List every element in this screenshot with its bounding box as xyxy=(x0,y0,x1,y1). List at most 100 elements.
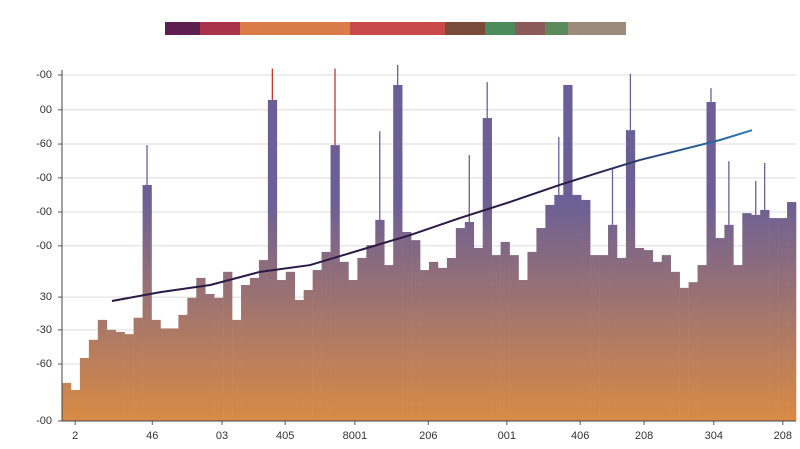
bar xyxy=(151,319,161,421)
bar xyxy=(634,247,645,421)
bar xyxy=(581,199,591,421)
bar xyxy=(473,247,484,421)
foreground: -00 -60 -30 30 -00 -00 -00 -60 00 -00 2 46 03 405 8001… xyxy=(36,22,796,442)
y-tick-label: -60 xyxy=(36,138,52,150)
palette-swatch xyxy=(200,22,240,35)
y-tick-label: -00 xyxy=(36,69,52,81)
bar xyxy=(778,218,788,421)
palette-swatch xyxy=(515,22,545,35)
bar xyxy=(554,194,564,421)
bar xyxy=(608,224,618,421)
bar xyxy=(276,280,287,421)
x-tick-label: 03 xyxy=(216,430,228,442)
palette-swatch xyxy=(445,22,485,35)
bar xyxy=(366,245,376,421)
bar xyxy=(616,257,627,421)
bar xyxy=(643,250,654,421)
x-tick-label: 405 xyxy=(276,430,294,442)
bar xyxy=(285,271,296,421)
trend-line xyxy=(111,129,753,303)
bar xyxy=(187,297,197,421)
bar xyxy=(724,224,734,421)
bar xyxy=(411,240,421,421)
y-tick-label: -00 xyxy=(36,415,52,427)
bar xyxy=(241,285,251,421)
bar xyxy=(599,255,609,421)
x-tick-label: 206 xyxy=(419,430,437,442)
bar xyxy=(124,334,134,421)
bar xyxy=(321,251,331,421)
bar xyxy=(688,282,698,421)
bar xyxy=(742,213,752,421)
bar xyxy=(715,238,725,421)
bar xyxy=(706,102,716,422)
x-tick-label: 208 xyxy=(635,430,653,442)
bar xyxy=(393,84,403,421)
y-tick-label: 00 xyxy=(40,104,52,116)
bar xyxy=(142,184,152,421)
bar xyxy=(697,265,707,421)
x-tick-label: 2 xyxy=(72,430,78,442)
bar xyxy=(160,328,170,421)
bar xyxy=(563,84,573,421)
bar xyxy=(62,382,72,421)
y-tick-label: -00 xyxy=(36,206,52,218)
bar xyxy=(509,255,519,421)
palette-swatch xyxy=(240,22,350,35)
bar xyxy=(446,257,457,421)
bar xyxy=(751,214,761,421)
bar xyxy=(527,251,537,421)
bar xyxy=(518,280,528,421)
bar xyxy=(733,265,743,421)
bar xyxy=(769,218,779,421)
bar xyxy=(133,317,143,421)
bar xyxy=(464,221,475,421)
palette-swatch xyxy=(350,22,445,35)
bar xyxy=(205,293,215,421)
palette-swatch xyxy=(545,22,568,35)
bar xyxy=(97,319,108,421)
bar xyxy=(348,280,358,421)
bar xyxy=(652,261,663,421)
bar xyxy=(106,329,117,421)
bar xyxy=(88,339,99,421)
bar xyxy=(491,255,501,421)
bar xyxy=(70,390,81,421)
bar xyxy=(196,277,206,421)
x-tick-label: 8001 xyxy=(343,430,367,442)
bars xyxy=(62,65,797,422)
bar xyxy=(79,357,90,421)
palette-swatch xyxy=(165,22,200,35)
bar xyxy=(670,271,680,421)
bar xyxy=(249,277,260,421)
bar xyxy=(375,219,385,421)
bar xyxy=(303,289,313,421)
bar xyxy=(258,260,269,421)
y-tick-label: -00 xyxy=(36,172,52,184)
x-tick-label: 208 xyxy=(774,430,792,442)
bar xyxy=(787,202,797,421)
bar xyxy=(357,257,367,421)
palette-swatch xyxy=(568,22,626,35)
x-tick-label: 406 xyxy=(571,430,589,442)
bar xyxy=(384,265,394,421)
x-tick-label: 001 xyxy=(498,430,516,442)
bar xyxy=(169,328,179,421)
bar xyxy=(339,261,349,421)
bar xyxy=(223,271,233,421)
bar xyxy=(267,99,278,421)
palette-swatch xyxy=(485,22,515,35)
bar xyxy=(625,130,636,421)
x-tick-label: 46 xyxy=(146,430,158,442)
bar xyxy=(232,319,242,421)
y-tick-label: -60 xyxy=(36,358,52,370)
bar xyxy=(214,297,224,421)
bar xyxy=(760,209,770,421)
x-tick-label: 304 xyxy=(705,430,723,442)
bar xyxy=(536,228,546,421)
bar xyxy=(572,194,582,421)
bar xyxy=(679,287,689,421)
bar xyxy=(294,299,304,421)
y-tick-label: -00 xyxy=(36,240,52,252)
